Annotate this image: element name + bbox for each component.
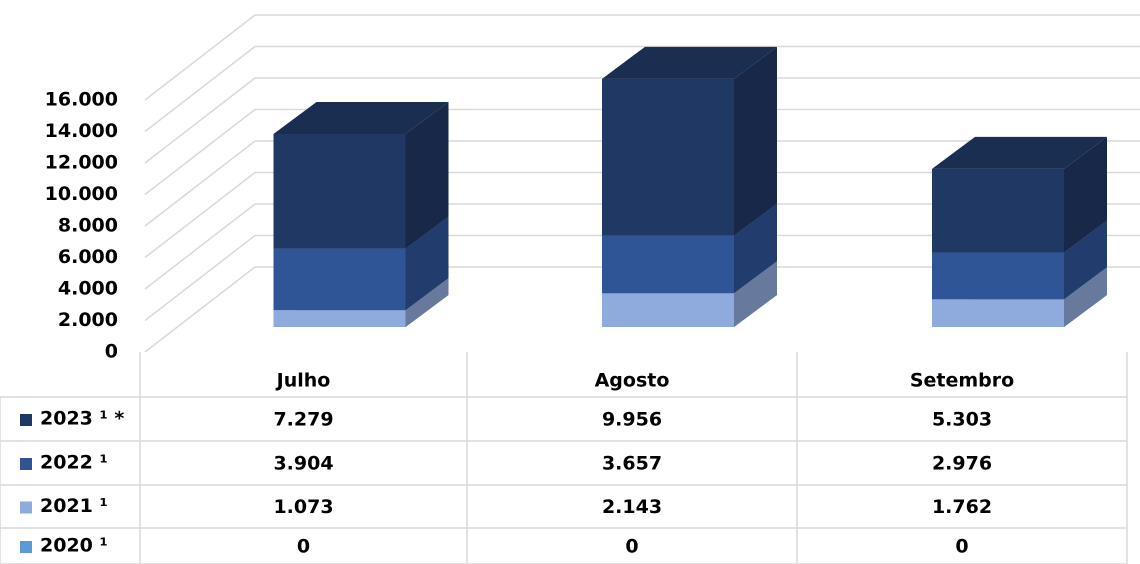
table-value: 0: [625, 536, 638, 558]
grid-line: [144, 203, 1140, 290]
bar-side: [734, 46, 777, 236]
table-value: 0: [297, 536, 310, 558]
bar-front: [602, 78, 734, 236]
y-tick-label: 6.000: [58, 246, 118, 268]
y-tick-label: 4.000: [58, 278, 118, 300]
y-tick-label: 10.000: [45, 183, 118, 205]
bar-front: [273, 248, 406, 311]
bar-front: [932, 168, 1064, 253]
table-value: 3.657: [602, 453, 662, 475]
legend-label: 2020 ¹: [40, 535, 108, 557]
bar-side: [1064, 267, 1107, 327]
table-value: 2.143: [602, 496, 662, 518]
legend-swatch: [20, 541, 32, 553]
y-tick-label: 12.000: [45, 152, 118, 174]
table-value: 1.073: [273, 496, 333, 518]
grid-line: [144, 77, 1140, 164]
legend-label: 2022 ¹: [40, 452, 108, 474]
table-value: 7.279: [273, 409, 333, 431]
category-label: Julho: [275, 370, 331, 392]
bar-front: [273, 133, 406, 249]
bar-top: [273, 101, 449, 134]
grid-line: [144, 108, 1140, 196]
grid-line: [144, 45, 1140, 133]
bar-front: [602, 293, 734, 327]
grid-line: [144, 171, 1140, 259]
grid-line: [144, 266, 1140, 353]
bar-side: [405, 216, 449, 311]
bar-front: [273, 310, 406, 327]
legend-label: 2023 ¹ *: [40, 408, 124, 430]
bar-front: [932, 252, 1064, 300]
table-value: 1.762: [932, 496, 992, 518]
y-tick-label: 2.000: [58, 309, 118, 331]
bar-side: [734, 261, 777, 327]
y-tick-label: 0: [105, 341, 118, 363]
table-value: 5.303: [932, 409, 992, 431]
bar-side: [1064, 220, 1107, 300]
category-label: Agosto: [595, 370, 670, 392]
legend-swatch: [20, 501, 32, 514]
legend-label: 2021 ¹: [40, 495, 108, 517]
bar-front: [932, 299, 1064, 327]
bar-side: [734, 203, 777, 294]
bar-side: [405, 101, 449, 249]
bar-side: [405, 278, 449, 327]
grid-line: [144, 14, 1140, 101]
y-tick-label: 14.000: [45, 120, 118, 142]
table-value: 9.956: [602, 409, 662, 431]
bar-side: [1064, 136, 1107, 253]
grid-line: [144, 234, 1140, 322]
table-value: 3.904: [273, 453, 333, 475]
legend-swatch: [20, 458, 32, 470]
y-tick-label: 8.000: [58, 215, 118, 237]
bar-front: [602, 235, 734, 294]
bar-top: [932, 136, 1107, 169]
grid-line: [144, 140, 1140, 227]
bar-top: [602, 46, 777, 79]
table-value: 2.976: [932, 453, 992, 475]
y-tick-label: 16.000: [45, 89, 118, 111]
legend-swatch: [20, 414, 32, 426]
table-value: 0: [955, 536, 968, 558]
category-label: Setembro: [910, 370, 1014, 392]
